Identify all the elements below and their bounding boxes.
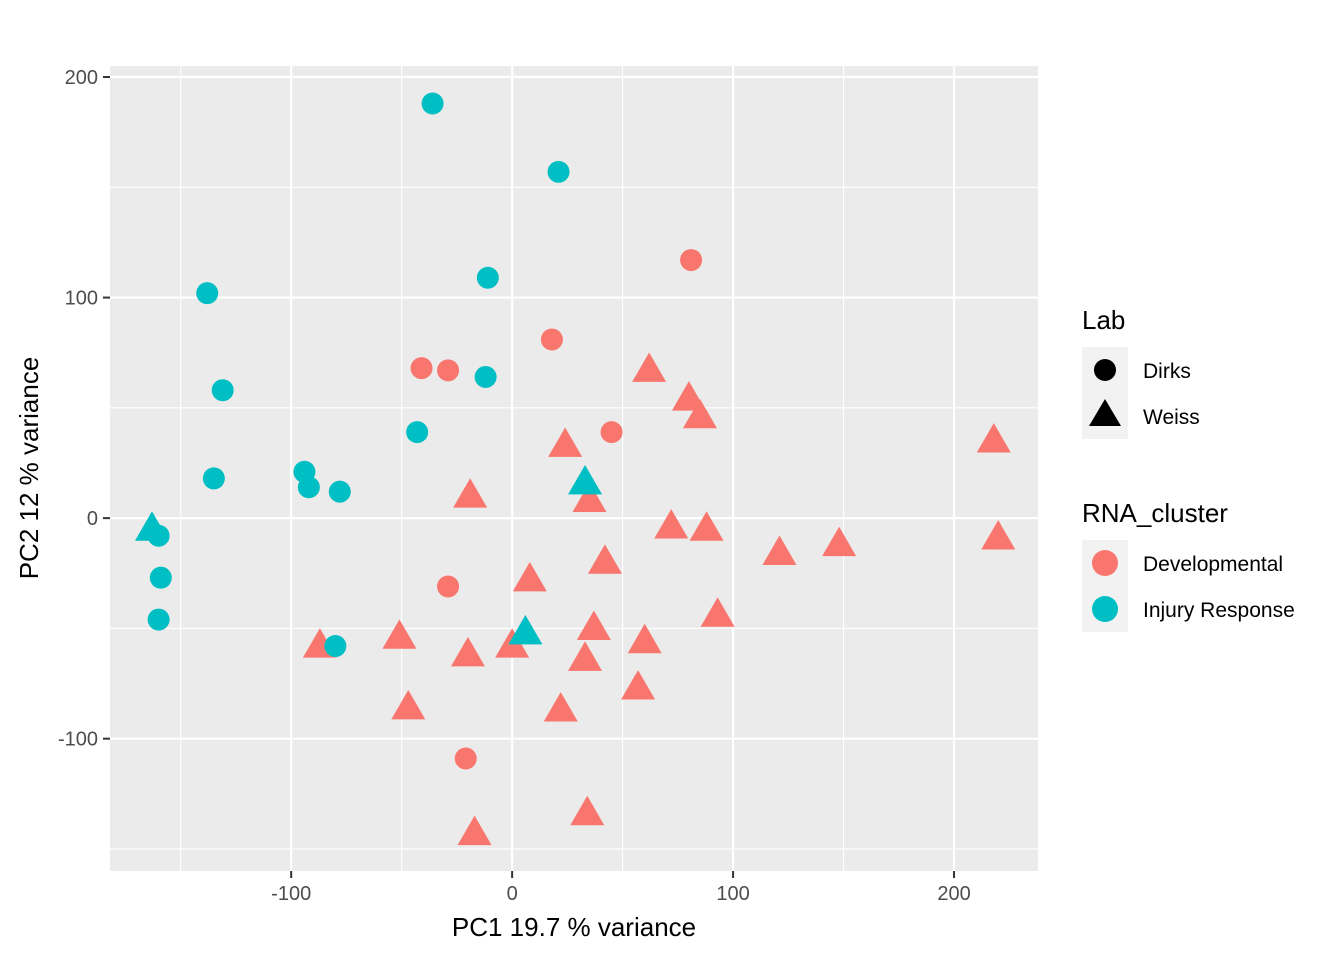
- developmental-weiss-point: [976, 423, 1011, 453]
- x-tick-label: -100: [271, 883, 311, 905]
- legend-rna-cluster: RNA_cluster Developmental Injury Respons…: [1082, 498, 1295, 632]
- developmental-weiss-point: [632, 352, 667, 382]
- developmental-weiss-point: [682, 398, 717, 429]
- x-tick-label: 200: [937, 883, 970, 905]
- injury-response-dirks-point: [547, 160, 570, 183]
- legend-key-triangle: [1089, 399, 1121, 426]
- developmental-weiss-point: [568, 641, 603, 671]
- developmental-dirks-point: [680, 249, 703, 272]
- y-tick-label: 200: [65, 67, 98, 89]
- developmental-weiss-point: [548, 427, 583, 457]
- grid-minor: [110, 66, 1038, 871]
- legend-key-injury-response: [1092, 596, 1118, 622]
- injury-response-dirks-point: [196, 282, 219, 305]
- injury-response-dirks-point: [211, 379, 234, 402]
- plot-panel: [110, 66, 1038, 871]
- developmental-weiss-point: [450, 637, 485, 667]
- developmental-dirks-point: [410, 357, 433, 380]
- legend-label-weiss: Weiss: [1143, 406, 1200, 429]
- injury-response-dirks-point: [297, 476, 320, 499]
- legend-label-developmental: Developmental: [1143, 553, 1283, 576]
- legend-label-injury-response: Injury Response: [1143, 599, 1295, 622]
- y-axis: -100 0 100 200: [58, 67, 110, 751]
- legend-lab-title: Lab: [1082, 305, 1125, 335]
- x-tick-label: 100: [716, 883, 749, 905]
- developmental-weiss-point: [981, 520, 1016, 550]
- y-tick-label: 100: [65, 288, 98, 310]
- injury-response-dirks-point: [406, 421, 429, 444]
- injury-response-weiss-point: [134, 511, 169, 541]
- injury-response-dirks-point: [324, 635, 347, 658]
- developmental-weiss-point: [453, 478, 488, 508]
- injury-response-dirks-point: [328, 480, 351, 503]
- x-tick-label: 0: [507, 883, 518, 905]
- developmental-weiss-point: [621, 670, 656, 700]
- developmental-weiss-point: [572, 482, 607, 513]
- developmental-weiss-point: [576, 610, 611, 640]
- developmental-dirks-point: [454, 747, 477, 770]
- injury-response-dirks-point: [476, 266, 499, 289]
- injury-response-dirks-point: [474, 365, 497, 388]
- y-tick-label: -100: [58, 729, 98, 751]
- injury-response-dirks-point: [202, 467, 225, 490]
- developmental-dirks-point: [540, 328, 563, 351]
- grid-major: [110, 66, 1038, 871]
- injury-response-dirks-point: [149, 566, 172, 589]
- x-axis-title: PC1 19.7 % variance: [452, 912, 696, 942]
- developmental-dirks-point: [437, 575, 460, 598]
- developmental-weiss-point: [587, 544, 622, 574]
- x-axis: -100 0 100 200: [271, 871, 971, 905]
- injury-response-dirks-point: [421, 92, 444, 115]
- developmental-weiss-point: [543, 692, 578, 722]
- injury-response-dirks-point: [147, 608, 170, 631]
- legend-label-dirks: Dirks: [1143, 360, 1191, 383]
- legend-key-circle: [1094, 359, 1116, 381]
- developmental-weiss-point: [700, 597, 735, 627]
- developmental-weiss-point: [457, 815, 492, 846]
- developmental-weiss-point: [391, 689, 426, 720]
- developmental-dirks-point: [437, 359, 460, 382]
- data-points: [134, 92, 1016, 846]
- legend-cluster-title: RNA_cluster: [1082, 498, 1228, 528]
- developmental-dirks-point: [600, 421, 623, 444]
- y-axis-title: PC2 12 % variance: [14, 357, 44, 580]
- developmental-weiss-point: [822, 526, 857, 557]
- developmental-weiss-point: [570, 795, 605, 826]
- developmental-weiss-point: [654, 509, 689, 539]
- developmental-weiss-point: [512, 562, 547, 592]
- developmental-weiss-point: [627, 623, 662, 654]
- injury-response-weiss-point: [568, 464, 603, 495]
- y-tick-label: 0: [87, 508, 98, 530]
- developmental-weiss-point: [689, 511, 724, 541]
- legend-lab: Lab Dirks Weiss: [1082, 305, 1200, 439]
- developmental-weiss-point: [762, 535, 797, 565]
- injury-response-weiss-point: [508, 614, 543, 645]
- legend-key-developmental: [1092, 550, 1118, 576]
- developmental-weiss-point: [382, 619, 417, 649]
